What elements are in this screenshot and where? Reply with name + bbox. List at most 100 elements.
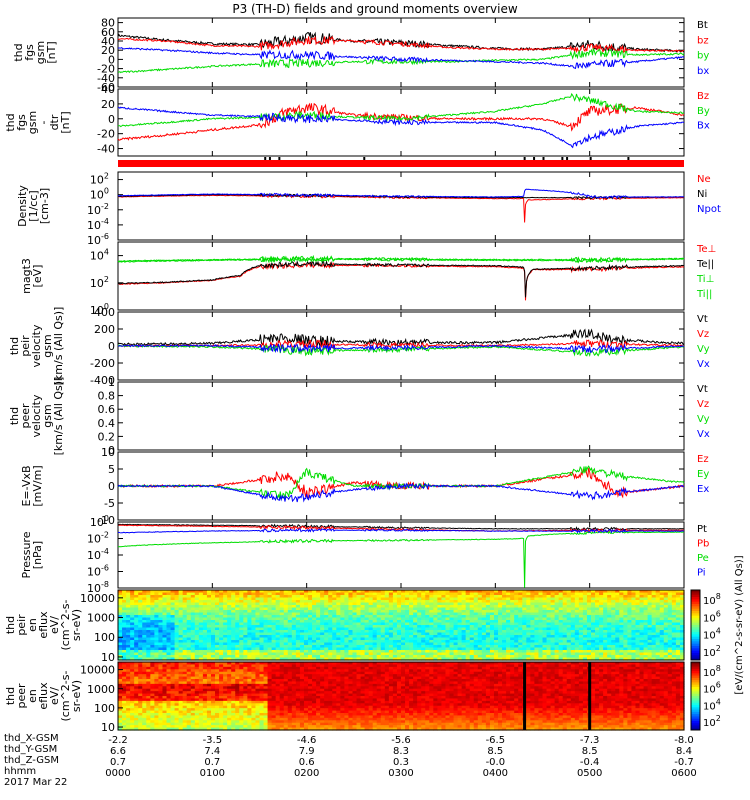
heat-cell bbox=[643, 620, 649, 624]
heat-cell bbox=[522, 620, 527, 624]
heat-cell bbox=[437, 612, 443, 616]
heat-cell bbox=[247, 622, 253, 626]
heat-cell bbox=[134, 625, 139, 629]
heat-cell bbox=[142, 622, 147, 626]
heat-cell bbox=[154, 688, 160, 692]
heat-cell bbox=[631, 600, 637, 604]
heat-cell bbox=[150, 612, 155, 616]
heat-cell bbox=[162, 664, 168, 668]
heat-cell bbox=[667, 612, 673, 616]
heat-cell bbox=[534, 627, 540, 631]
heat-cell bbox=[562, 600, 568, 604]
heat-cell bbox=[615, 635, 620, 639]
colorbar-cell bbox=[691, 653, 700, 656]
heat-cell bbox=[138, 710, 143, 714]
heat-cell bbox=[158, 590, 164, 594]
heat-cell bbox=[591, 605, 596, 609]
heat-cell bbox=[481, 605, 487, 609]
heat-cell bbox=[348, 647, 354, 651]
heat-cell bbox=[457, 657, 463, 661]
heat-cell bbox=[190, 635, 196, 639]
heat-cell bbox=[198, 679, 204, 683]
heat-cell bbox=[364, 595, 370, 599]
heat-cell bbox=[671, 605, 677, 609]
heat-cell bbox=[388, 600, 394, 604]
heat-cell bbox=[255, 640, 261, 644]
heat-cell bbox=[255, 637, 261, 641]
heat-cell bbox=[336, 607, 341, 611]
heat-cell bbox=[675, 655, 681, 659]
heat-cell bbox=[154, 664, 160, 668]
heat-cell bbox=[502, 612, 507, 616]
heat-cell bbox=[675, 652, 681, 656]
heat-cell bbox=[134, 600, 139, 604]
heat-cell bbox=[206, 671, 212, 675]
heat-cell bbox=[643, 622, 649, 626]
heat-cell bbox=[210, 600, 216, 604]
heat-cell bbox=[421, 645, 426, 649]
heat-cell bbox=[118, 708, 123, 712]
heat-cell bbox=[574, 622, 580, 626]
heat-cell bbox=[461, 617, 467, 621]
heat-cell bbox=[154, 657, 160, 661]
heat-cell bbox=[477, 612, 483, 616]
heat-cell bbox=[308, 630, 313, 634]
heat-cell bbox=[356, 620, 362, 624]
heat-cell bbox=[611, 627, 616, 631]
heat-cell bbox=[671, 615, 677, 619]
heat-cell bbox=[271, 617, 277, 621]
heat-cell bbox=[344, 610, 350, 614]
colorbar-cell bbox=[691, 646, 700, 649]
heat-cell bbox=[360, 607, 366, 611]
heat-cell bbox=[417, 595, 422, 599]
heat-cell bbox=[591, 612, 596, 616]
heat-cell bbox=[194, 679, 200, 683]
heat-cell bbox=[324, 627, 329, 631]
heat-cell bbox=[546, 645, 552, 649]
heat-cell bbox=[210, 717, 216, 721]
heat-cell bbox=[364, 647, 370, 651]
heat-cell bbox=[510, 642, 515, 646]
heat-cell bbox=[303, 595, 309, 599]
y-axis-label: Density bbox=[16, 185, 29, 227]
heat-cell bbox=[498, 625, 503, 629]
heat-cell bbox=[154, 693, 160, 697]
heat-cell bbox=[489, 645, 495, 649]
heat-cell bbox=[384, 650, 390, 654]
heat-cell bbox=[429, 607, 434, 611]
heat-cell bbox=[170, 696, 176, 700]
heat-cell bbox=[603, 632, 608, 636]
heat-cell bbox=[380, 655, 386, 659]
heat-cell bbox=[219, 615, 224, 619]
heat-cell bbox=[162, 708, 168, 712]
heat-cell bbox=[679, 622, 685, 626]
heat-cell bbox=[126, 671, 131, 675]
heat-cell bbox=[126, 725, 131, 729]
heat-cell bbox=[372, 652, 378, 656]
heat-cell bbox=[118, 617, 123, 621]
heat-cell bbox=[659, 622, 665, 626]
heat-cell bbox=[558, 657, 564, 661]
heat-cell bbox=[287, 642, 293, 646]
heat-cell bbox=[405, 625, 410, 629]
heat-cell bbox=[235, 597, 240, 601]
heat-cell bbox=[134, 617, 139, 621]
heat-cell bbox=[166, 664, 172, 668]
heat-cell bbox=[518, 640, 523, 644]
y-tick-label: 20 bbox=[101, 98, 115, 111]
heat-cell bbox=[210, 630, 216, 634]
heat-cell bbox=[485, 647, 491, 651]
heat-cell bbox=[255, 610, 261, 614]
heat-cell bbox=[623, 607, 628, 611]
heat-cell bbox=[538, 630, 544, 634]
heat-cell bbox=[299, 605, 305, 609]
heat-cell bbox=[522, 605, 527, 609]
heat-cell bbox=[130, 625, 135, 629]
heat-cell bbox=[215, 622, 220, 626]
heat-cell bbox=[332, 610, 337, 614]
heat-cell bbox=[582, 615, 588, 619]
heat-cell bbox=[259, 642, 265, 646]
heat-cell bbox=[522, 655, 527, 659]
heat-cell bbox=[162, 693, 168, 697]
heat-cell bbox=[259, 640, 265, 644]
